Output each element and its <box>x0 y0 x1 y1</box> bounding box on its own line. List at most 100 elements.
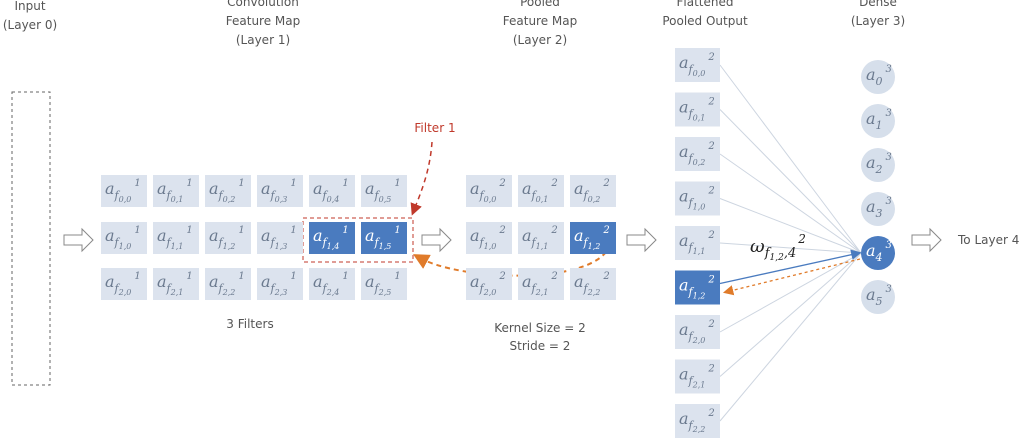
subscript: f <box>374 189 381 202</box>
superscript: 3 <box>886 108 892 119</box>
symbol: a <box>522 226 532 245</box>
index: 2,0 <box>118 288 132 297</box>
symbol: a <box>574 226 584 245</box>
index: 1,1 <box>693 247 706 256</box>
superscript: 1 <box>238 225 244 236</box>
conv-cell <box>257 222 303 254</box>
index: 3 <box>876 207 883 220</box>
superscript: 2 <box>550 178 557 189</box>
superscript: 1 <box>134 271 140 282</box>
layer-title: Convolution <box>227 0 299 9</box>
subscript: f <box>688 330 695 343</box>
cell-label: af2,02 <box>679 319 715 345</box>
layer-title: Feature Map <box>503 14 577 28</box>
cell-label: a43 <box>866 240 892 264</box>
cell-label: af1,02 <box>470 225 506 251</box>
conv-cell <box>309 175 355 207</box>
superscript: 2 <box>498 271 505 282</box>
subscript: f <box>688 152 695 165</box>
symbol: a <box>866 65 876 84</box>
conv-cell <box>361 222 407 254</box>
subscript: f <box>114 189 121 202</box>
subscript: f <box>531 189 538 202</box>
symbol: a <box>866 241 876 260</box>
cell-label: af1,12 <box>679 230 715 256</box>
subscript: f <box>218 282 225 295</box>
pooled-cell <box>518 175 564 207</box>
index: 1,1 <box>536 242 549 251</box>
index: 2,1 <box>170 288 184 297</box>
superscript: 2 <box>602 178 609 189</box>
index: 1,2 <box>770 253 785 263</box>
next-layer: To Layer 4 <box>957 233 1019 247</box>
symbol: a <box>313 226 323 245</box>
conv-cell <box>205 175 251 207</box>
symbol: a <box>574 272 584 291</box>
superscript: 1 <box>394 271 400 282</box>
cell-label: af0,41 <box>313 178 349 204</box>
index: 0,0 <box>484 195 497 204</box>
conv-cell <box>257 175 303 207</box>
subscript: f <box>531 282 538 295</box>
superscript: 1 <box>342 178 348 189</box>
index: 0,4 <box>327 195 340 204</box>
index: 1,0 <box>693 203 706 212</box>
subscript: f <box>270 282 277 295</box>
subscript: f <box>270 236 277 249</box>
cell-label: af1,21 <box>209 225 245 251</box>
layer-title: (Layer 0) <box>3 18 57 32</box>
superscript: 1 <box>186 271 192 282</box>
conv-cell <box>153 175 199 207</box>
symbol: a <box>866 109 876 128</box>
connection <box>719 252 862 333</box>
superscript: 2 <box>498 178 505 189</box>
superscript: 2 <box>707 97 714 108</box>
symbol: a <box>679 98 689 117</box>
index: 2,1 <box>692 381 706 390</box>
superscript: 2 <box>707 52 714 63</box>
dense-node <box>861 104 895 138</box>
superscript: 3 <box>886 64 892 75</box>
index: 1,0 <box>484 242 497 251</box>
symbol: a <box>470 226 480 245</box>
subscript: f <box>688 286 695 299</box>
flat-cell <box>675 92 720 127</box>
dense-node <box>861 280 895 314</box>
conv-cell <box>205 268 251 300</box>
index: 2,2 <box>587 288 601 297</box>
index: 0,2 <box>693 158 706 167</box>
cell-label: af2,21 <box>209 271 245 297</box>
superscript: 2 <box>707 141 714 152</box>
dense-node <box>861 148 895 182</box>
superscript: 3 <box>886 196 892 207</box>
cell-label: a23 <box>866 152 892 176</box>
symbol: a <box>157 226 167 245</box>
superscript: 3 <box>886 152 892 163</box>
connection <box>719 242 862 254</box>
pooled-cell <box>466 222 512 254</box>
subscript: f <box>688 375 695 388</box>
superscript: 1 <box>238 178 244 189</box>
symbol: a <box>157 179 167 198</box>
subscript: f <box>688 197 695 210</box>
superscript: 2 <box>602 225 609 236</box>
superscript: 1 <box>186 178 192 189</box>
symbol: a <box>365 226 375 245</box>
subscript: f <box>322 236 329 249</box>
connection <box>719 252 862 422</box>
index: 2 <box>875 163 883 176</box>
connection <box>719 109 862 254</box>
conv-cell <box>309 268 355 300</box>
symbol: a <box>157 272 167 291</box>
cell-label: af1,12 <box>522 225 558 251</box>
symbol: a <box>679 409 689 428</box>
cell-label: af2,11 <box>157 271 193 297</box>
cell-label: a33 <box>866 196 892 220</box>
symbol: a <box>679 187 689 206</box>
symbol: ω <box>750 236 765 257</box>
index: 1,2 <box>223 242 236 251</box>
cell-label: af0,22 <box>574 178 610 204</box>
connection <box>719 252 862 377</box>
layer-title: (Layer 2) <box>513 33 567 47</box>
symbol: a <box>105 226 115 245</box>
